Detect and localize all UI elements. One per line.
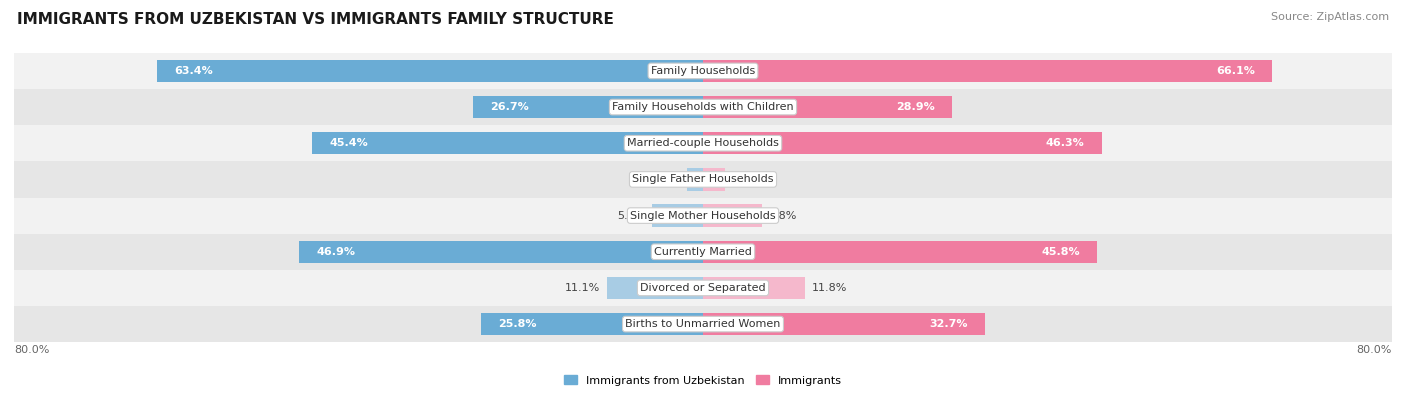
- Text: 6.8%: 6.8%: [769, 211, 797, 220]
- Text: Source: ZipAtlas.com: Source: ZipAtlas.com: [1271, 12, 1389, 22]
- Text: 63.4%: 63.4%: [174, 66, 212, 76]
- Bar: [703, 132, 1102, 154]
- Bar: [157, 60, 703, 82]
- Bar: [703, 313, 984, 335]
- Bar: [481, 313, 703, 335]
- Text: 26.7%: 26.7%: [491, 102, 529, 112]
- Bar: [312, 132, 703, 154]
- Bar: [607, 277, 703, 299]
- Text: Births to Unmarried Women: Births to Unmarried Women: [626, 319, 780, 329]
- Text: Family Households with Children: Family Households with Children: [612, 102, 794, 112]
- Text: 80.0%: 80.0%: [1357, 345, 1392, 355]
- Text: 46.9%: 46.9%: [316, 247, 356, 257]
- Bar: [472, 96, 703, 118]
- Bar: [703, 96, 952, 118]
- Bar: [703, 60, 1272, 82]
- Text: 11.8%: 11.8%: [811, 283, 846, 293]
- Text: 25.8%: 25.8%: [498, 319, 537, 329]
- Bar: [703, 168, 724, 191]
- Bar: [688, 168, 703, 191]
- FancyBboxPatch shape: [14, 306, 1392, 342]
- Text: 1.8%: 1.8%: [652, 175, 681, 184]
- Text: Single Mother Households: Single Mother Households: [630, 211, 776, 220]
- Text: IMMIGRANTS FROM UZBEKISTAN VS IMMIGRANTS FAMILY STRUCTURE: IMMIGRANTS FROM UZBEKISTAN VS IMMIGRANTS…: [17, 12, 614, 27]
- Text: Divorced or Separated: Divorced or Separated: [640, 283, 766, 293]
- Text: 32.7%: 32.7%: [929, 319, 967, 329]
- Text: 80.0%: 80.0%: [14, 345, 49, 355]
- Legend: Immigrants from Uzbekistan, Immigrants: Immigrants from Uzbekistan, Immigrants: [560, 371, 846, 390]
- Text: 2.5%: 2.5%: [731, 175, 759, 184]
- Text: 28.9%: 28.9%: [896, 102, 935, 112]
- FancyBboxPatch shape: [14, 161, 1392, 198]
- FancyBboxPatch shape: [14, 198, 1392, 234]
- Text: 5.9%: 5.9%: [617, 211, 645, 220]
- FancyBboxPatch shape: [14, 125, 1392, 161]
- Text: Single Father Households: Single Father Households: [633, 175, 773, 184]
- Text: 11.1%: 11.1%: [565, 283, 600, 293]
- Text: 45.4%: 45.4%: [329, 138, 368, 148]
- Text: 66.1%: 66.1%: [1216, 66, 1256, 76]
- Text: 46.3%: 46.3%: [1046, 138, 1084, 148]
- Text: Currently Married: Currently Married: [654, 247, 752, 257]
- Bar: [703, 241, 1098, 263]
- FancyBboxPatch shape: [14, 270, 1392, 306]
- FancyBboxPatch shape: [14, 89, 1392, 125]
- Bar: [703, 277, 804, 299]
- Bar: [299, 241, 703, 263]
- FancyBboxPatch shape: [14, 53, 1392, 89]
- Bar: [703, 204, 762, 227]
- Bar: [652, 204, 703, 227]
- Text: Married-couple Households: Married-couple Households: [627, 138, 779, 148]
- Text: Family Households: Family Households: [651, 66, 755, 76]
- FancyBboxPatch shape: [14, 234, 1392, 270]
- Text: 45.8%: 45.8%: [1042, 247, 1080, 257]
